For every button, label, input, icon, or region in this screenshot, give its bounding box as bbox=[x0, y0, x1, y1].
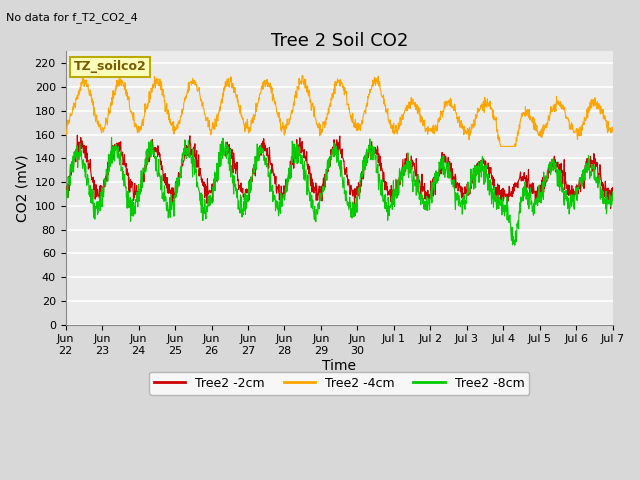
Text: TZ_soilco2: TZ_soilco2 bbox=[74, 60, 147, 73]
X-axis label: Time: Time bbox=[322, 359, 356, 372]
Legend: Tree2 -2cm, Tree2 -4cm, Tree2 -8cm: Tree2 -2cm, Tree2 -4cm, Tree2 -8cm bbox=[149, 372, 529, 395]
Y-axis label: CO2 (mV): CO2 (mV) bbox=[15, 154, 29, 222]
Text: No data for f_T2_CO2_4: No data for f_T2_CO2_4 bbox=[6, 12, 138, 23]
Title: Tree 2 Soil CO2: Tree 2 Soil CO2 bbox=[271, 32, 408, 50]
